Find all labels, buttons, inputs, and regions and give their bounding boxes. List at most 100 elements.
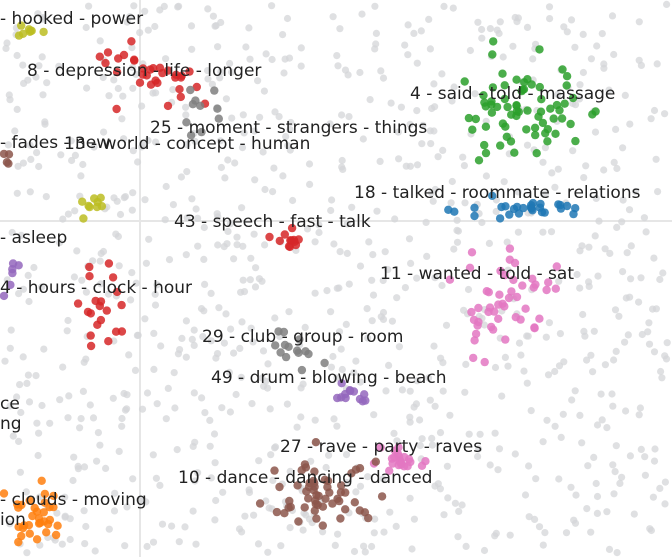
- cluster-point-7: [265, 232, 274, 242]
- background-point: [393, 294, 401, 302]
- background-point: [384, 266, 392, 274]
- background-point: [356, 378, 364, 386]
- background-point: [341, 66, 350, 74]
- background-point: [315, 228, 323, 237]
- background-point: [77, 172, 85, 180]
- background-point: [301, 323, 309, 331]
- background-point: [110, 76, 118, 84]
- background-point: [531, 515, 539, 524]
- background-point: [66, 515, 74, 523]
- background-point: [73, 247, 81, 255]
- background-point: [520, 367, 528, 375]
- cluster-point-2: [571, 136, 580, 146]
- background-point: [645, 319, 653, 327]
- background-point: [478, 25, 486, 34]
- background-point: [116, 210, 125, 219]
- background-point: [492, 529, 500, 538]
- background-point: [204, 75, 212, 83]
- cluster-point-2: [496, 141, 505, 150]
- cluster-point-9: [544, 278, 553, 287]
- cluster-point-9: [501, 335, 510, 344]
- background-point: [82, 288, 90, 296]
- background-point: [188, 335, 196, 343]
- cluster-point-14: [272, 507, 282, 517]
- background-point: [637, 61, 646, 69]
- background-point: [82, 23, 90, 32]
- cluster-point-2: [557, 114, 567, 123]
- background-point: [653, 60, 661, 68]
- background-point: [165, 256, 174, 264]
- background-point: [249, 338, 257, 346]
- cluster-point-9: [509, 275, 518, 285]
- cluster-point-2: [460, 77, 469, 86]
- cluster-point-14: [300, 460, 310, 469]
- cluster-point-14: [312, 514, 321, 523]
- background-point: [121, 542, 129, 550]
- background-point: [657, 367, 665, 376]
- background-point: [194, 242, 202, 250]
- cluster-point-1: [103, 48, 113, 57]
- background-point: [406, 120, 414, 128]
- background-point: [248, 400, 256, 408]
- background-point: [169, 201, 177, 209]
- background-point: [418, 140, 426, 148]
- background-point: [330, 415, 338, 423]
- background-point: [239, 242, 247, 250]
- background-point: [226, 408, 234, 416]
- background-point: [265, 504, 273, 512]
- background-point: [6, 520, 14, 528]
- background-point: [439, 146, 447, 154]
- background-point: [174, 3, 182, 11]
- background-point: [175, 538, 183, 546]
- label-drum-blowing-beach: 49 - drum - blowing - beach: [211, 368, 446, 388]
- cluster-point-11: [320, 358, 329, 368]
- background-point: [329, 13, 337, 21]
- cluster-point-2: [523, 106, 532, 115]
- background-point: [402, 162, 410, 170]
- background-point: [201, 280, 209, 288]
- background-point: [407, 259, 415, 267]
- cluster-point-14: [341, 505, 350, 514]
- background-point: [118, 414, 126, 423]
- background-point: [27, 155, 35, 163]
- background-point: [80, 463, 89, 471]
- label-said-told-massage: 4 - said - told - massage: [410, 84, 615, 104]
- background-point: [460, 306, 468, 314]
- background-point: [579, 68, 588, 77]
- background-point: [153, 400, 161, 408]
- background-point: [659, 269, 667, 277]
- background-point: [529, 55, 537, 63]
- background-point: [286, 126, 294, 134]
- background-point: [329, 352, 337, 361]
- cluster-point-1: [135, 78, 145, 87]
- background-point: [286, 146, 294, 154]
- cluster-point-2: [527, 80, 536, 89]
- background-point: [370, 411, 378, 419]
- background-point: [401, 284, 409, 292]
- background-point: [211, 459, 219, 467]
- background-point: [379, 315, 388, 323]
- background-point: [214, 241, 222, 249]
- background-point: [521, 491, 530, 499]
- background-point: [279, 172, 287, 180]
- background-point: [152, 138, 160, 146]
- background-point: [427, 189, 436, 197]
- background-point: [627, 275, 635, 283]
- background-point: [82, 522, 90, 531]
- cluster-point-13: [394, 443, 403, 452]
- background-point: [428, 434, 436, 442]
- background-point: [256, 113, 264, 121]
- background-point: [164, 384, 172, 392]
- background-point: [233, 233, 241, 241]
- background-point: [161, 216, 169, 224]
- background-point: [83, 84, 91, 92]
- background-point: [506, 531, 514, 539]
- background-point: [258, 277, 266, 285]
- background-point: [286, 524, 294, 532]
- background-point: [352, 488, 360, 496]
- cluster-point-2: [474, 156, 484, 165]
- background-point: [59, 215, 67, 223]
- background-point: [413, 161, 422, 169]
- cluster-point-14: [318, 502, 328, 511]
- background-point: [264, 360, 272, 368]
